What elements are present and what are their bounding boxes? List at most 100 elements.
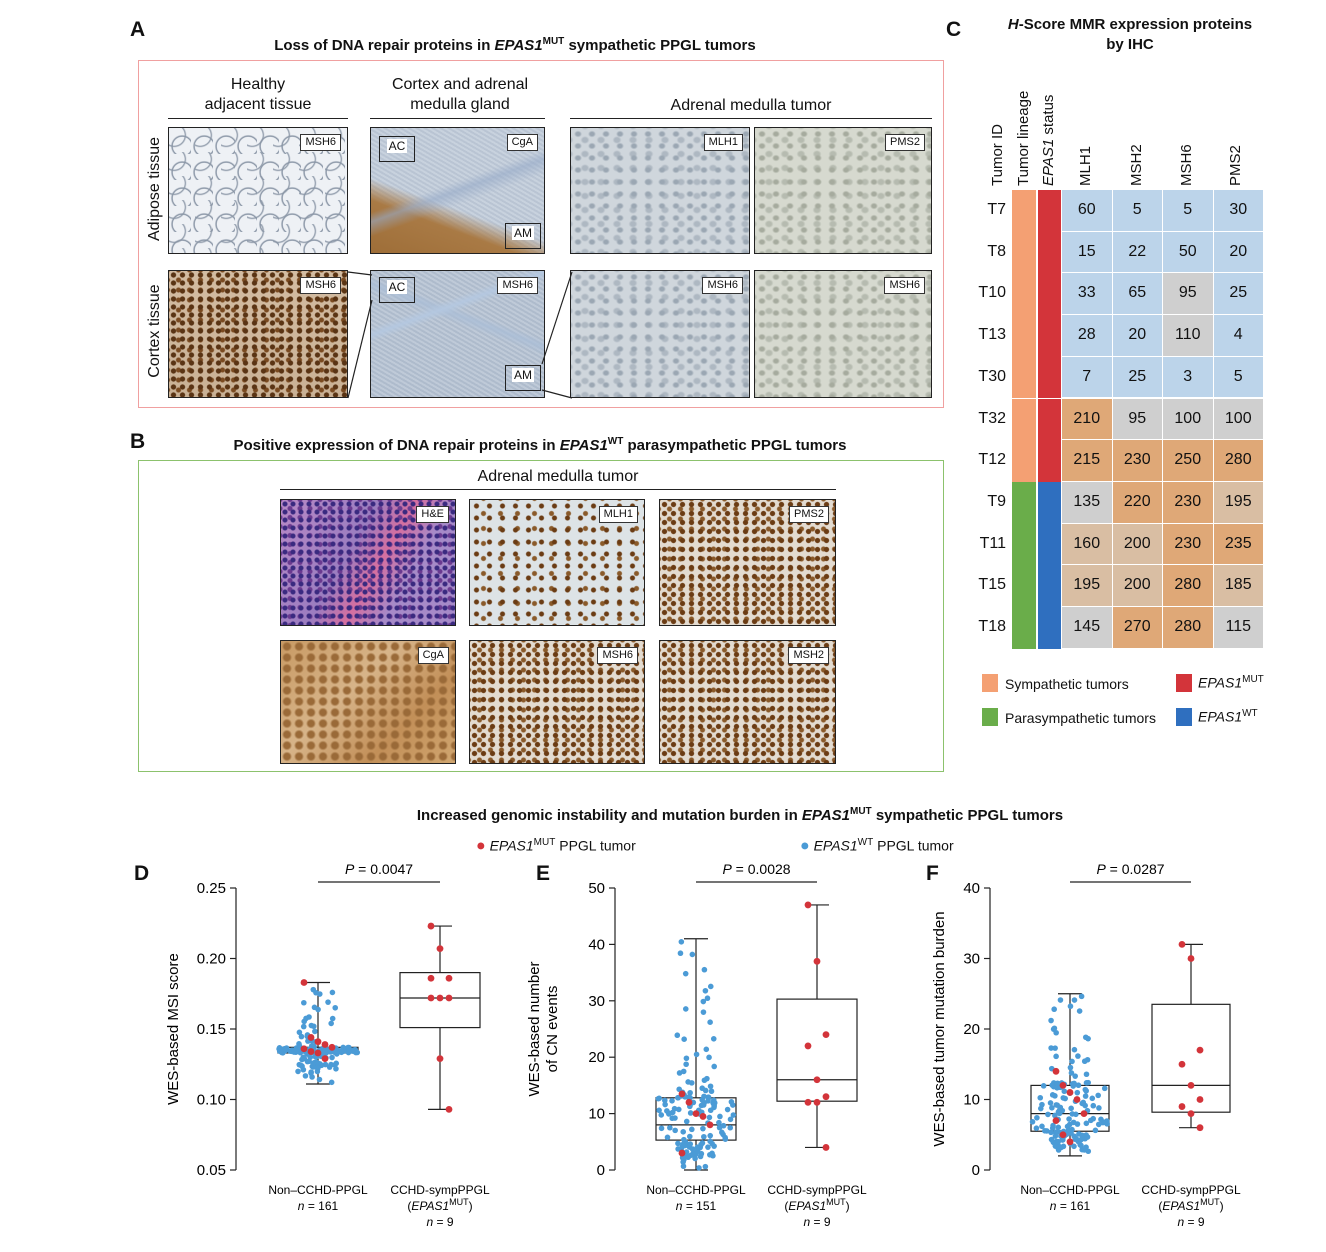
y-tick-label: 0.20 [197, 951, 226, 968]
panel-a-frame [138, 60, 944, 408]
hscore-cell: 4 [1213, 315, 1264, 357]
stain-tag: MSH6 [300, 134, 341, 151]
mut-point [692, 1110, 700, 1117]
lineage-cell [1012, 440, 1037, 482]
hscore-cell: 60 [1062, 190, 1113, 232]
y-tick-label: 30 [963, 951, 980, 968]
hscore-cell: 22 [1112, 231, 1163, 274]
hscore-cell: 160 [1062, 523, 1113, 566]
wt-point [698, 1102, 705, 1109]
wt-point [671, 1105, 678, 1112]
mut-point [427, 922, 435, 930]
mut-point [1059, 1131, 1067, 1139]
wt-point [1095, 1092, 1101, 1099]
region-box-ac: AC [379, 277, 415, 303]
heatmap-row-label: T10 [978, 284, 1006, 302]
hscore-cell: 20 [1213, 231, 1264, 274]
wt-point [1067, 1064, 1074, 1071]
rule [370, 118, 545, 119]
micrograph: H&E [280, 499, 456, 626]
wt-point [664, 1134, 671, 1141]
wt-point [1071, 1133, 1078, 1140]
micrograph: MSH6 [754, 270, 932, 398]
pvalue-label: P = 0.0287 [1096, 861, 1164, 877]
wt-point [684, 1153, 691, 1160]
region-box-am: AM [505, 223, 541, 249]
heatmap-row-label: T15 [978, 576, 1006, 594]
wt-point [707, 1083, 714, 1090]
hscore-cell: 235 [1213, 523, 1264, 566]
wt-point [720, 1122, 727, 1129]
mut-point [1059, 1082, 1067, 1089]
wt-point [1072, 1073, 1078, 1079]
mut-point [1187, 955, 1195, 962]
wt-point [667, 1124, 673, 1131]
panel-letter-e: E [536, 862, 551, 885]
wt-point [727, 1124, 734, 1131]
wt-point [328, 1079, 335, 1086]
y-axis-label: WES-based tumor mutation burden [931, 911, 948, 1146]
lineage-cell [1012, 523, 1037, 566]
wt-point [704, 995, 711, 1002]
wt-point [1092, 1127, 1099, 1134]
zoom-lines [347, 271, 573, 399]
x-category-n: n = 161 [298, 1199, 339, 1213]
stain-tag: PMS2 [885, 134, 925, 151]
mut-point [813, 1076, 821, 1084]
status-cell [1038, 356, 1062, 399]
wt-point [1075, 1082, 1082, 1089]
y-axis-label: WES-based number [526, 961, 543, 1096]
x-category-n: n = 161 [1050, 1199, 1091, 1213]
wt-point [293, 1047, 299, 1054]
wt-point [1084, 1134, 1091, 1140]
wt-point [707, 1138, 713, 1145]
wt-point [298, 1033, 305, 1040]
wt-point [669, 1115, 676, 1122]
wt-point [350, 1047, 357, 1053]
status-cell [1038, 607, 1062, 649]
wt-point [1101, 1085, 1108, 1092]
hscore-cell: 220 [1112, 481, 1163, 524]
wt-point [685, 1079, 691, 1085]
lineage-cell [1012, 273, 1037, 316]
status-cell [1038, 231, 1062, 274]
mut-point [1178, 1060, 1186, 1068]
status-cell [1038, 398, 1062, 441]
wt-point [315, 1065, 321, 1072]
lineage-cell [1012, 481, 1037, 524]
stain-tag: H&E [416, 506, 449, 523]
mut-point [328, 1043, 336, 1051]
wt-point [301, 999, 307, 1006]
wt-point [1054, 1080, 1061, 1087]
micrograph: MSH6 [168, 127, 348, 254]
hscore-cell: 28 [1062, 315, 1113, 357]
wt-point [730, 1112, 737, 1118]
heatmap-row-label: T9 [987, 492, 1006, 510]
wt-point [683, 1055, 690, 1062]
heatmap-row-label: T12 [978, 451, 1006, 469]
mut-point [1196, 1046, 1204, 1054]
mut-point [813, 957, 821, 965]
hscore-cell: 195 [1062, 565, 1113, 607]
wt-point [1060, 1095, 1067, 1101]
hscore-cell: 5 [1213, 356, 1264, 399]
heatmap-row-label: T32 [978, 409, 1006, 427]
status-cell [1038, 440, 1062, 482]
wt-point [683, 1118, 690, 1125]
stain-tag: MLH1 [703, 134, 743, 151]
hscore-cell: 145 [1062, 607, 1113, 649]
y-tick-label: 0.15 [197, 1021, 226, 1038]
wt-point [1078, 1142, 1084, 1149]
wt-point [707, 1132, 714, 1139]
wt-point [707, 1151, 713, 1158]
wt-point [296, 1029, 303, 1036]
wt-point [308, 1069, 314, 1075]
wt-point [1037, 1105, 1044, 1112]
micrograph: CgA [280, 640, 456, 764]
stain-tag: CgA [506, 134, 538, 151]
hscore-cell: 30 [1213, 190, 1264, 232]
wt-point [308, 1022, 315, 1029]
panel-letter-f: F [926, 862, 939, 885]
legend-swatch-mut [1176, 674, 1192, 692]
heatmap-row-label: T18 [978, 618, 1006, 635]
